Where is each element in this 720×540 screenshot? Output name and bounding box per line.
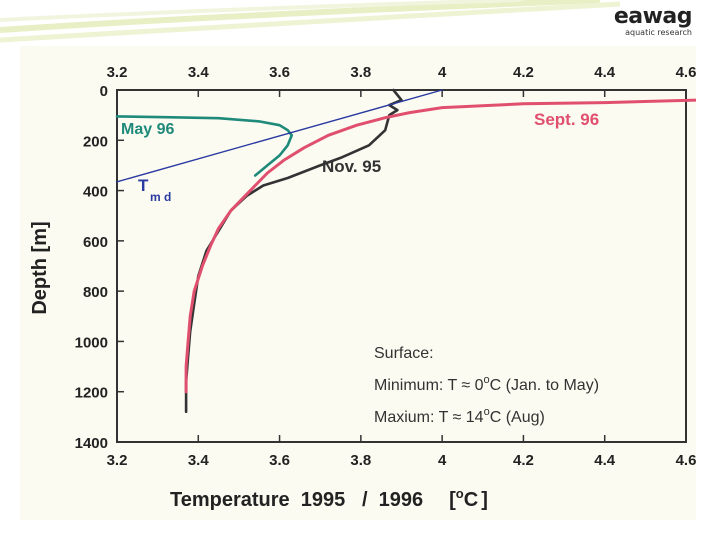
y-tick-label: 600	[83, 234, 108, 251]
logo-brand: eawag	[613, 4, 693, 29]
data-series	[115, 88, 696, 414]
series-label-tmd-sub: m d	[150, 190, 171, 204]
x-tick-labels-top: 3.2 3.4 3.6 3.8 4 4.2 4.4 4.6	[107, 64, 696, 81]
annotation-minimum: Minimum: T ≈ 0oC (Jan. to May)	[374, 374, 599, 394]
eawag-logo: eawag aquatic research	[613, 4, 693, 38]
x-tick-label-bottom: 4.6	[676, 452, 696, 469]
x-tick-label-top: 3.6	[269, 64, 290, 81]
annotation-maximum: Maxium: T ≈ 14oC (Aug)	[374, 406, 545, 426]
plot-frame	[116, 89, 687, 443]
y-axis-title: Depth [m]	[29, 221, 51, 314]
y-tick-label: 1200	[75, 385, 108, 402]
x-tick-label-top: 4.2	[513, 64, 534, 81]
header-wave-decoration	[0, 0, 621, 43]
y-tick-label: 0	[100, 83, 108, 100]
y-tick-labels: 0 200 400 600 800 1000 1200 1400	[75, 83, 108, 452]
y-tick-label: 200	[83, 133, 108, 150]
x-tick-label-top: 3.2	[107, 64, 128, 81]
series-line-sept-96	[184, 98, 696, 394]
x-tick-label-top: 3.4	[188, 64, 210, 81]
y-tick-label: 1400	[75, 435, 108, 452]
x-tick-label-top: 3.8	[350, 64, 371, 81]
x-tick-label-bottom: 4.2	[513, 452, 534, 469]
y-tick-label: 400	[83, 184, 108, 201]
x-tick-label-bottom: 4.4	[594, 452, 616, 469]
logo-tagline: aquatic research	[625, 28, 692, 37]
x-tick-label-bottom: 4	[438, 452, 447, 469]
series-label-sept-96: Sept. 96	[534, 110, 599, 129]
series-label-may-96: May 96	[121, 121, 174, 138]
series-line-nov-95	[184, 88, 403, 414]
x-tick-label-top: 4.6	[676, 64, 696, 81]
series-label-tmd: T	[138, 176, 149, 195]
series-line-tmd	[116, 89, 443, 183]
y-tick-label: 800	[83, 284, 108, 301]
x-tick-labels-bottom: 3.2 3.4 3.6 3.8 4 4.2 4.4 4.6	[107, 452, 696, 469]
x-tick-label-bottom: 3.2	[107, 452, 128, 469]
x-tick-label-top: 4	[438, 64, 447, 81]
temperature-depth-chart: 3.2 3.4 3.6 3.8 4 4.2 4.4 4.6 3.2 3.4 3.6 3.8 4 4.2 4…	[29, 64, 696, 511]
x-tick-label-bottom: 3.4	[188, 452, 210, 469]
series-label-nov-95: Nov. 95	[322, 157, 381, 176]
annotation-surface-title: Surface:	[374, 345, 434, 362]
x-axis-title: Temperature 1995 / 1996 [oC]	[170, 486, 488, 511]
axis-ticks	[116, 89, 687, 443]
x-tick-label-bottom: 3.8	[350, 452, 371, 469]
series-line-may-96	[115, 115, 294, 177]
y-tick-label: 1000	[75, 334, 108, 351]
x-tick-label-bottom: 3.6	[269, 452, 290, 469]
chart-panel: 3.2 3.4 3.6 3.8 4 4.2 4.4 4.6 3.2 3.4 3.6 3.8 4 4.2 4…	[20, 46, 696, 520]
x-tick-label-top: 4.4	[594, 64, 616, 81]
